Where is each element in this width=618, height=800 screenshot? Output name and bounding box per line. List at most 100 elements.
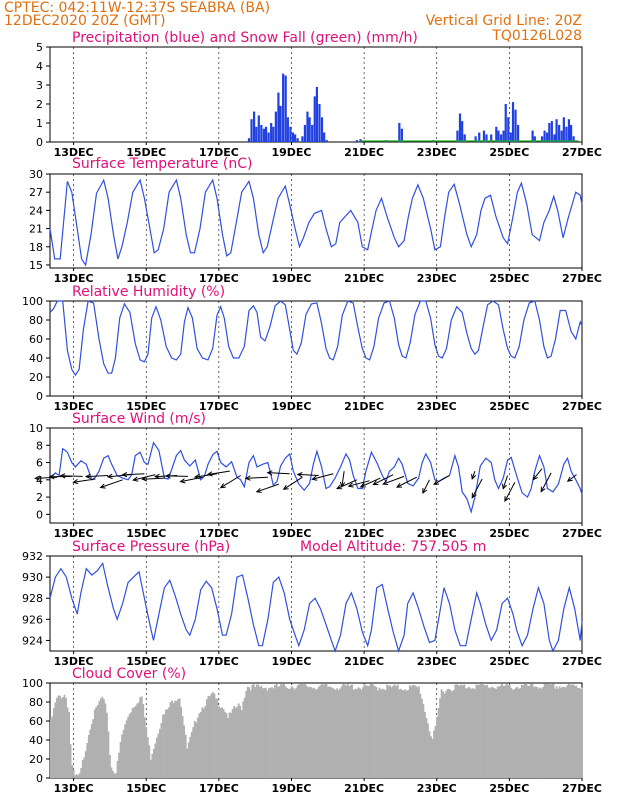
cloud-bar — [304, 683, 307, 778]
cloud-x-tick-label: 17DEC — [199, 782, 239, 795]
precip-y-tick-label: 3 — [36, 79, 43, 92]
precip-bar — [318, 104, 321, 142]
cloud-bar — [411, 685, 414, 778]
precip-bar — [565, 126, 568, 142]
cloud-bar — [240, 710, 243, 778]
cloud-bar — [348, 686, 351, 778]
wind-y-tick-label: 10 — [29, 422, 43, 435]
cloud-bar — [90, 723, 93, 778]
temp-x-tick-label: 13DEC — [54, 272, 94, 285]
wind-arrow-head — [121, 472, 128, 478]
wind-arrow — [422, 479, 430, 494]
cloud-bar — [143, 717, 146, 778]
precip-bar — [286, 117, 289, 142]
precip-x-tick-label: 13DEC — [54, 146, 94, 159]
rh-x-tick-label: 23DEC — [417, 400, 457, 413]
cloud-bar — [398, 689, 401, 778]
cloud-bar — [86, 743, 89, 778]
cloud-bar — [212, 692, 214, 778]
cloud-bar — [146, 737, 149, 778]
cloud-bar — [516, 686, 519, 778]
precip-bar — [311, 124, 314, 142]
cloud-bar — [436, 716, 438, 778]
cloud-bar — [505, 683, 508, 778]
wind-arrow-head — [471, 473, 477, 480]
wind-x-tick-label: 15DEC — [126, 527, 166, 540]
cloud-bar — [251, 684, 254, 778]
cloud-bar — [440, 689, 443, 778]
cloud-bar — [107, 731, 110, 778]
cloud-bar — [531, 683, 534, 778]
cloud-bar — [499, 685, 502, 778]
cloud-bar — [257, 684, 260, 778]
cloud-bar — [540, 688, 543, 778]
precip-bar — [567, 119, 571, 142]
cloud-title: Cloud Cover (%) — [72, 666, 186, 682]
wind-arrow — [35, 476, 58, 479]
cloud-bar — [340, 686, 343, 778]
precip-bar — [270, 123, 273, 142]
cloud-bar — [536, 686, 538, 778]
cloud-bar — [137, 702, 140, 778]
cloud-bar — [333, 688, 335, 778]
precip-y-tick-label: 4 — [36, 60, 43, 73]
cloud-bar — [142, 704, 145, 778]
cloud-bar — [386, 684, 388, 778]
wind-arrow-head — [179, 478, 186, 484]
cloud-bar — [224, 711, 226, 778]
cloud-y-tick-label: 60 — [29, 715, 43, 728]
wind-title: Surface Wind (m/s) — [72, 411, 206, 427]
cloud-bar — [318, 686, 320, 778]
cloud-bar — [328, 686, 331, 778]
wind-arrow — [60, 475, 83, 477]
cloud-bar — [343, 684, 346, 778]
cloud-bar — [464, 688, 467, 778]
cloud-bar — [549, 684, 552, 778]
cloud-bar — [467, 686, 470, 778]
cloud-bar — [507, 685, 510, 778]
cloud-bar — [517, 688, 520, 778]
wind-arrow — [471, 478, 483, 498]
cloud-bar — [127, 716, 130, 778]
wind-arrow-head — [106, 473, 113, 480]
cloud-bar — [454, 684, 457, 778]
precip-bar — [303, 124, 307, 142]
cloud-bar — [246, 686, 249, 778]
precip-bar — [255, 126, 258, 142]
cloud-bar — [277, 686, 279, 778]
temp-y-tick-label: 27 — [29, 186, 43, 199]
wind-arrow-head — [359, 482, 366, 488]
cloud-bar — [530, 683, 532, 778]
cloud-bar — [66, 707, 69, 778]
rh-line — [49, 300, 583, 377]
cloud-bar — [364, 685, 367, 778]
wind-arrow — [122, 473, 145, 476]
cloud-bar — [63, 694, 66, 778]
cloud-bar — [222, 709, 225, 778]
wind-arrow-head — [206, 471, 213, 477]
cloud-bar — [174, 700, 176, 778]
cloud-bar — [275, 683, 278, 778]
rh-y-tick-label: 60 — [29, 333, 43, 346]
wind-arrow-head — [99, 483, 106, 489]
precip-bar — [474, 136, 477, 142]
cloud-bar — [292, 687, 295, 778]
cloud-bar — [163, 714, 166, 778]
cloud-bar — [472, 688, 475, 778]
cloud-bar — [545, 683, 547, 778]
cloud-bar — [449, 690, 452, 778]
cloud-bar — [346, 683, 349, 778]
cloud-bar — [508, 684, 511, 778]
cloud-bar — [439, 698, 441, 778]
cloud-bar — [125, 720, 128, 778]
wind-arrow — [532, 468, 543, 480]
cloud-bar — [269, 687, 272, 778]
temp-y-tick-label: 21 — [29, 223, 43, 236]
cloud-bar — [130, 712, 133, 778]
cloud-bar — [99, 698, 102, 778]
wind-arrow-head — [48, 474, 55, 480]
cloud-bar — [266, 690, 269, 778]
cloud-bar — [202, 708, 205, 778]
cloud-bar — [139, 697, 142, 778]
wind-arrow-head — [34, 475, 41, 481]
